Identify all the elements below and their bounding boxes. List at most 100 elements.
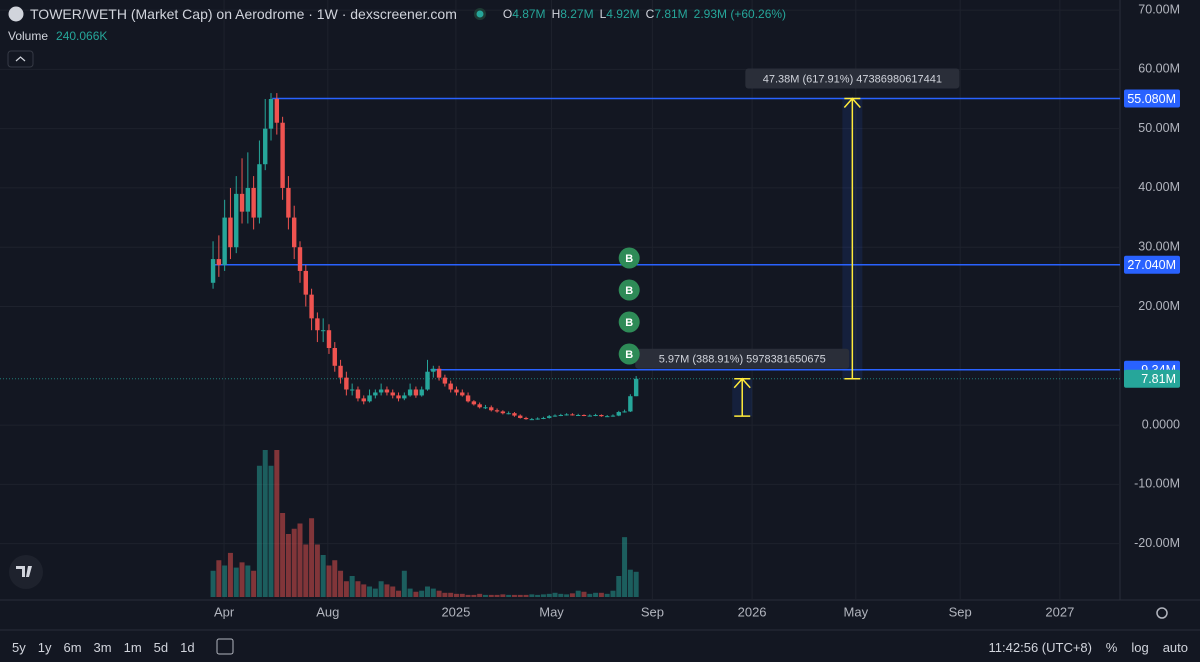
tv-logo (9, 555, 43, 589)
candle-body (245, 187, 251, 212)
candle-body (610, 415, 616, 417)
x-tick-label: 2026 (738, 604, 767, 619)
range-button[interactable]: 5y (12, 639, 26, 655)
volume-bar (622, 537, 628, 597)
candle-body (407, 389, 413, 396)
candle-body (500, 411, 506, 414)
volume-bar (262, 450, 268, 597)
volume-bar (268, 465, 274, 597)
volume-bar (477, 593, 483, 597)
candle-body (320, 330, 326, 332)
volume-bar (500, 594, 506, 597)
candle-body (471, 401, 477, 405)
scale-option[interactable]: auto (1162, 639, 1188, 655)
candle-body (494, 410, 500, 412)
range-button[interactable]: 6m (63, 639, 82, 655)
volume-bar (367, 586, 373, 597)
candle-body (541, 417, 546, 419)
buy-marker-label: B (625, 253, 633, 265)
range-button[interactable]: 1d (180, 639, 195, 655)
volume-bar (506, 594, 512, 597)
scale-option[interactable]: log (1131, 639, 1149, 655)
range-buttons: 5y 1y 6m 3m 1m 5d 1d (6, 640, 201, 655)
candle-body (477, 404, 482, 408)
candle-body (390, 392, 395, 396)
volume-bar (320, 555, 326, 597)
toolbar: 5y 1y 6m 3m 1m 5d 1d 11:42:56 (UTC+8) % log auto (0, 632, 1200, 662)
volume-bar (390, 586, 396, 597)
volume-bar (303, 544, 309, 597)
candle-body (210, 259, 216, 283)
candle-body (378, 389, 384, 393)
candle-body (483, 407, 488, 409)
buy-marker-label: B (625, 285, 633, 297)
volume-bar (453, 593, 459, 597)
candle-body (396, 395, 401, 399)
volume-bar (442, 592, 448, 597)
volume-bar (598, 592, 604, 597)
candle-body (315, 318, 320, 331)
volume-bar (338, 570, 344, 597)
candle-body (570, 414, 575, 416)
volume-bar (604, 593, 610, 597)
candle-body (442, 377, 448, 384)
candle-body (384, 389, 390, 393)
volume-bar (569, 593, 575, 597)
candle-body (332, 348, 337, 366)
candle-body (465, 395, 471, 402)
candle-body (297, 247, 303, 271)
scale-option[interactable]: % (1105, 639, 1118, 655)
gear[interactable] (1156, 607, 1168, 619)
volume-bar (593, 592, 599, 597)
candle-body (622, 411, 627, 413)
measure-arrowhead (843, 97, 861, 109)
volume-bar (471, 594, 477, 597)
clock: 11:42:56 (UTC+8) (988, 639, 1092, 655)
volume-bar (494, 594, 500, 597)
volume-bar (564, 594, 570, 597)
candle-body (413, 389, 419, 396)
volume-name: Volume (8, 29, 49, 43)
volume-bar (280, 513, 286, 597)
candle-body (552, 415, 558, 417)
candle-body (581, 414, 587, 416)
y-tick-label: 50.00M (1138, 121, 1180, 135)
y-tick-label: 0.0000 (1142, 417, 1180, 431)
gear-icon[interactable] (1156, 607, 1168, 619)
volume-bar (361, 584, 367, 597)
x-tick-label: May (844, 604, 869, 619)
volume-legend: Volume 240.066K (8, 29, 107, 43)
buy-marker-label: B (625, 349, 633, 361)
volume-bar (349, 576, 355, 597)
ohlc-legend: O4.87M H8.27M L4.92M C7.81M 2.93M (+60.26%) (503, 7, 786, 21)
volume-bar (610, 590, 616, 597)
collapse-button[interactable] (7, 50, 34, 68)
candle-body (460, 392, 465, 396)
x-tick-label: 2025 (441, 604, 470, 619)
price-line-tag (1124, 255, 1180, 274)
x-tick-label: Apr (214, 604, 235, 619)
measure-arrowhead (733, 377, 751, 389)
dot (476, 10, 484, 18)
range-button[interactable]: 1y (37, 639, 52, 655)
volume-bar (448, 592, 454, 597)
last-price-tag (1124, 369, 1180, 388)
candle-body (419, 389, 424, 396)
candle-body (593, 414, 598, 416)
candle-body (222, 217, 227, 266)
calendar-icon[interactable] (216, 638, 234, 655)
candle-body (558, 414, 564, 416)
candle-body (228, 217, 233, 248)
range-button[interactable]: 5d (153, 639, 169, 655)
y-tick-label: 60.00M (1138, 62, 1180, 76)
volume-bar (256, 465, 262, 597)
collapse-chevron[interactable] (15, 56, 26, 62)
candle-body (523, 417, 529, 420)
volume-bar (436, 590, 442, 597)
range-button[interactable]: 1m (123, 639, 142, 655)
volume-bar (529, 594, 535, 597)
range-button[interactable]: 3m (93, 639, 112, 655)
volume-bar (616, 576, 622, 597)
pair-icon (8, 6, 24, 22)
